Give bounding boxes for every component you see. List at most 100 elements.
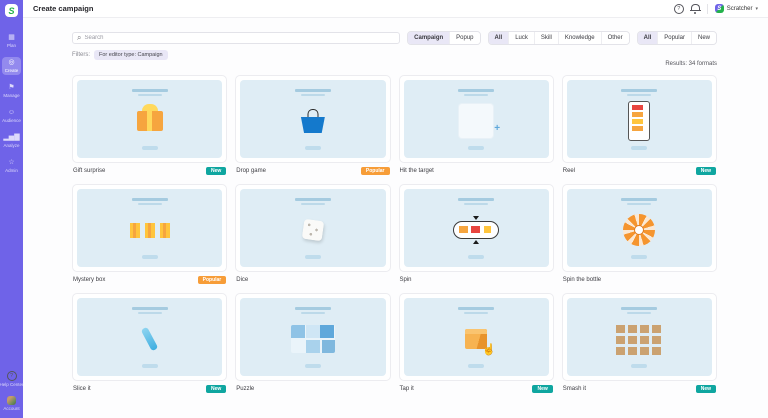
placeholder-button-line <box>631 255 648 259</box>
card-title: Spin <box>399 277 412 283</box>
tapbox-illustration <box>465 329 496 356</box>
template-card-puzzle[interactable]: Puzzle <box>235 293 391 393</box>
card-title: Smash it <box>562 386 587 392</box>
phone-illustration <box>628 101 651 141</box>
template-card-drop-game[interactable]: Drop game Popular <box>235 75 391 175</box>
template-card-tap-it[interactable]: Tap it New <box>398 293 554 393</box>
filter-option-skill-1[interactable]: Skill <box>534 32 559 44</box>
template-card-hit-the-target[interactable]: Hit the target <box>398 75 554 175</box>
placeholder-button-line <box>631 364 648 368</box>
filter-option-all-1[interactable]: All <box>488 32 510 44</box>
filter-group-1: All Luck Skill Knowledge Other <box>487 31 630 45</box>
page-title: Create campaign <box>33 4 94 13</box>
filter-chip[interactable]: For editor type: Campaign <box>94 50 168 60</box>
filter-option-popup-0[interactable]: Popup <box>450 32 480 44</box>
template-card-spin-the-bottle[interactable]: Spin the bottle <box>561 184 717 284</box>
template-card-gift-surprise[interactable]: Gift surprise New <box>72 75 228 175</box>
card-thumbnail <box>398 75 554 163</box>
filter-option-other-1[interactable]: Other <box>601 32 629 44</box>
smash-illustration <box>616 323 663 355</box>
spin-illustration <box>453 216 500 244</box>
placeholder-heading-lines <box>294 198 331 205</box>
search-icon: ⌕ <box>77 33 82 42</box>
sidebar-item-plan[interactable]: ▦ Plan <box>2 32 21 50</box>
card-illustration-area <box>566 298 712 376</box>
card-title: Gift surprise <box>73 168 106 174</box>
filters-row: Filters: For editor type: Campaign <box>72 50 717 60</box>
card-title: Puzzle <box>236 386 255 392</box>
account-menu[interactable]: S Scratcher ▾ <box>714 4 758 13</box>
card-title: Tap it <box>399 386 414 392</box>
search-box: ⌕ <box>72 32 401 44</box>
template-card-spin[interactable]: Spin <box>398 184 554 284</box>
filter-option-new-2[interactable]: New <box>691 32 716 44</box>
sidebar-nav: ▦ Plan ◎ Create ⚑ Manage ☺ Audience ▂▅▇ … <box>0 32 23 175</box>
slice-illustration <box>140 326 159 352</box>
placeholder-heading-lines <box>294 89 331 96</box>
card-illustration-area <box>240 80 386 158</box>
card-thumbnail <box>72 293 228 381</box>
placeholder-button-line <box>631 146 648 150</box>
placeholder-button-line <box>304 255 321 259</box>
app-logo: S <box>5 4 18 17</box>
notifications-bell-icon[interactable] <box>689 4 701 14</box>
card-title: Reel <box>562 168 576 174</box>
sidebar-item-label: Plan <box>6 43 16 48</box>
basket-illustration <box>300 109 326 133</box>
card-thumbnail <box>398 293 554 381</box>
top-header: Create campaign ? S Scratcher ▾ <box>23 0 768 18</box>
placeholder-heading-lines <box>621 307 658 314</box>
placeholder-heading-lines <box>458 198 495 205</box>
sidebar-item-label: Audience <box>2 118 21 123</box>
mystery-illustration <box>129 222 170 238</box>
status-badge: New <box>695 167 716 175</box>
avatar <box>7 396 16 405</box>
sidebar-item-manage[interactable]: ⚑ Manage <box>2 82 21 100</box>
placeholder-heading-lines <box>294 307 331 314</box>
card-thumbnail <box>398 184 554 272</box>
placeholder-button-line <box>468 146 485 150</box>
card-title: Spin the bottle <box>562 277 602 283</box>
card-title: Dice <box>236 277 249 283</box>
template-card-smash-it[interactable]: Smash it New <box>561 293 717 393</box>
template-card-dice[interactable]: Dice <box>235 184 391 284</box>
sidebar-item-help-center[interactable]: ? Help Center <box>0 369 24 389</box>
help-icon[interactable]: ? <box>673 3 684 14</box>
star-icon: ☆ <box>8 159 15 166</box>
card-title: Mystery box <box>73 277 106 283</box>
card-title: Hit the target <box>399 168 434 174</box>
sidebar-item-audience[interactable]: ☺ Audience <box>2 107 21 125</box>
sidebar-item-admin[interactable]: ☆ Admin <box>2 157 21 175</box>
card-title: Drop game <box>236 168 266 174</box>
sidebar-item-account[interactable]: Account <box>2 394 21 413</box>
sidebar-item-label: Admin <box>5 168 18 173</box>
filter-option-knowledge-1[interactable]: Knowledge <box>558 32 602 44</box>
status-badge: New <box>695 385 716 393</box>
bottle-illustration <box>623 214 656 246</box>
main-content: ⌕ CampaignPopupAllLuckSkillKnowledgeOthe… <box>23 19 768 418</box>
filter-option-popular-2[interactable]: Popular <box>658 32 692 44</box>
status-badge: Popular <box>360 167 390 175</box>
template-card-slice-it[interactable]: Slice it New <box>72 293 228 393</box>
filter-option-luck-1[interactable]: Luck <box>509 32 535 44</box>
card-illustration-area <box>566 189 712 267</box>
sidebar-item-create[interactable]: ◎ Create <box>2 57 21 75</box>
card-illustration-area <box>566 80 712 158</box>
card-thumbnail <box>561 184 717 272</box>
placeholder-heading-lines <box>458 307 495 314</box>
placeholder-heading-lines <box>131 89 168 96</box>
template-card-mystery-box[interactable]: Mystery box Popular <box>72 184 228 284</box>
sidebar-item-analyze[interactable]: ▂▅▇ Analyze <box>2 132 21 150</box>
card-thumbnail <box>561 293 717 381</box>
template-card-reel[interactable]: Reel New <box>561 75 717 175</box>
bar-chart-icon: ▂▅▇ <box>3 134 20 141</box>
filter-option-all-2[interactable]: All <box>637 32 659 44</box>
card-thumbnail <box>72 184 228 272</box>
placeholder-button-line <box>141 364 158 368</box>
megaphone-icon: ⚑ <box>8 84 15 91</box>
card-illustration-area <box>403 189 549 267</box>
filter-option-campaign-0[interactable]: Campaign <box>408 32 451 44</box>
placeholder-heading-lines <box>621 198 658 205</box>
search-input[interactable] <box>84 35 396 41</box>
